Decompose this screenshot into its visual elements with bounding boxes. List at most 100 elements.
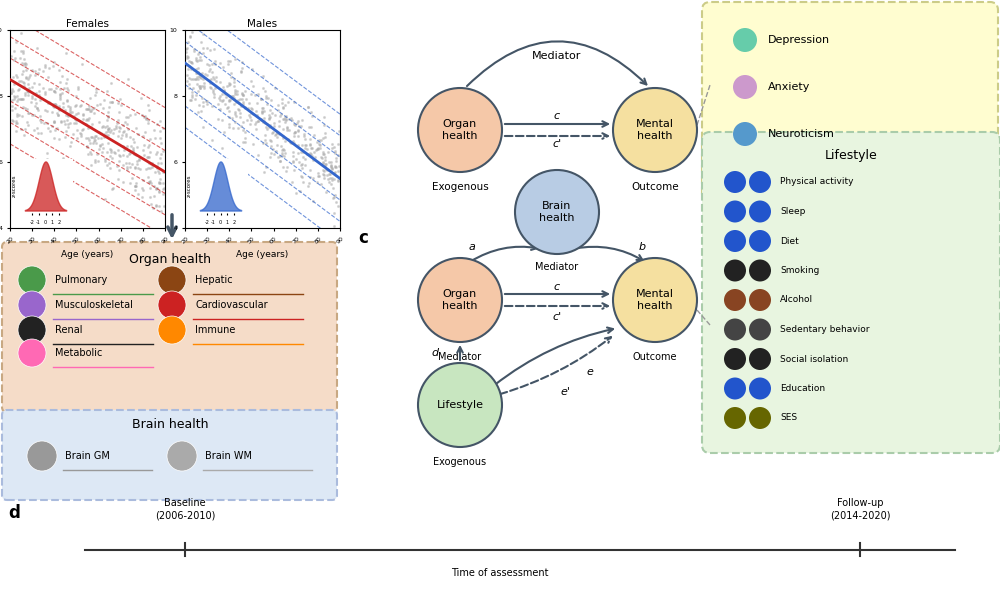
Point [204,59,220,69]
Point [301,178,317,188]
Point [115,141,131,151]
Point [195,29,211,39]
Point [58,110,74,120]
Point [133,94,149,103]
Point [323,179,339,189]
Point [254,108,270,118]
Point [243,109,259,118]
Circle shape [158,266,186,294]
Point [14,111,30,121]
Circle shape [749,200,771,223]
Point [305,173,321,182]
Point [136,112,152,122]
Point [270,100,286,110]
Point [283,113,299,123]
Point [181,83,197,93]
Text: e: e [587,367,593,377]
Point [35,66,51,76]
Point [80,149,96,159]
Point [97,156,113,166]
Point [227,107,243,116]
Point [323,162,339,172]
Point [53,116,69,125]
Point [195,49,211,58]
Point [275,102,291,112]
Point [255,139,271,148]
Point [318,159,334,169]
Point [268,146,284,155]
Point [10,85,26,95]
Point [6,46,22,55]
Point [293,172,309,181]
Point [235,90,251,100]
Point [296,129,312,139]
Point [206,74,222,84]
Point [239,115,255,125]
Point [41,84,57,94]
Point [233,66,249,76]
Point [286,128,302,138]
Circle shape [724,377,746,400]
Text: d: d [8,504,20,522]
Point [44,121,60,131]
Point [103,148,119,157]
Point [258,138,274,148]
Point [28,88,44,97]
Title: Females: Females [66,19,109,29]
Point [183,64,199,74]
Point [316,149,332,159]
Point [132,164,148,173]
Point [94,147,110,157]
Point [96,133,112,142]
Point [40,72,56,82]
Point [111,107,127,116]
Point [221,80,237,90]
Point [225,92,241,101]
Point [186,46,202,56]
Point [230,95,246,104]
Point [18,73,34,82]
Point [142,134,158,143]
Point [326,169,342,178]
Point [62,142,78,151]
Text: Hepatic: Hepatic [195,275,233,285]
Text: Depression: Depression [768,35,830,45]
Point [295,147,311,157]
Point [315,134,331,143]
Point [111,150,127,160]
Point [192,72,208,82]
Y-axis label: z-scores: z-scores [12,175,17,197]
Point [179,76,195,86]
Point [127,181,143,191]
Point [130,129,146,139]
Point [146,181,162,190]
Point [62,102,78,112]
Point [232,95,248,104]
Point [125,146,141,155]
Point [210,99,226,109]
Point [325,193,341,203]
Point [17,58,33,68]
Point [276,151,292,161]
Point [115,150,131,160]
Point [149,161,165,170]
Point [264,108,280,118]
Point [87,155,103,164]
Text: Outcome: Outcome [631,182,679,192]
Point [81,135,97,145]
Point [282,137,298,146]
Point [149,162,165,172]
Text: Mediator: Mediator [438,352,482,362]
Point [255,71,271,80]
Point [17,88,33,98]
Point [41,64,57,73]
Point [316,173,332,182]
Point [182,95,198,105]
Point [299,145,315,154]
Point [299,149,315,159]
Point [275,133,291,143]
Point [152,127,168,136]
Point [151,178,167,188]
Point [53,118,69,127]
Text: Metabolic: Metabolic [55,348,102,358]
